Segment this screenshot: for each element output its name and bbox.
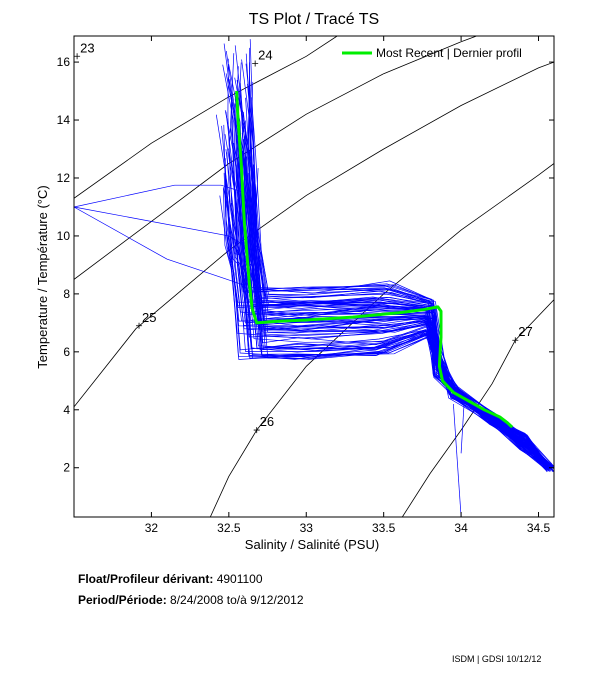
isopycnal-label-25: 25 [142, 310, 156, 325]
historical-profile [228, 79, 553, 466]
historical-profile [225, 50, 547, 470]
period-label: Period/Période: [78, 593, 167, 607]
historical-profile [236, 80, 548, 468]
isopycnal-label-27: 27 [518, 324, 532, 339]
historical-profile [225, 149, 553, 466]
plot-frame [73, 35, 555, 518]
historical-profile [234, 45, 550, 470]
historical-profile [234, 77, 552, 467]
historical-profile-outlier [74, 184, 245, 208]
historical-profile [249, 76, 551, 467]
isopycnal-marker-25 [136, 322, 143, 329]
historical-profile [241, 59, 553, 468]
float-info: Float/Profileur dérivant: 4901100 [78, 572, 263, 586]
x-tick-label: 33.5 [372, 521, 396, 535]
y-tick-label: 4 [63, 403, 70, 417]
isopycnal-label-24: 24 [258, 48, 272, 63]
isopycnal-label-26: 26 [260, 414, 274, 429]
historical-profile [235, 90, 553, 471]
historical-profile [223, 43, 552, 470]
historical-profile [237, 130, 551, 472]
historical-profile [228, 64, 547, 471]
historical-profile [241, 132, 549, 467]
historical-profile [249, 39, 547, 467]
isopycnal-25 [74, 61, 554, 408]
historical-profile [225, 172, 548, 468]
historical-profiles [74, 39, 554, 517]
most-recent-profile [235, 91, 514, 429]
x-tick-label: 33 [300, 521, 314, 535]
historical-profile [245, 97, 552, 469]
historical-profile [248, 62, 551, 469]
period-info: Period/Période: 8/24/2008 to/à 9/12/2012 [78, 593, 304, 607]
historical-profile-outlier [460, 401, 465, 454]
y-tick-label: 16 [57, 55, 71, 69]
historical-profile [251, 97, 551, 470]
isopycnal-marker-27 [512, 337, 519, 344]
y-axis-label: Temperature / Température (°C) [35, 185, 50, 368]
y-tick-label: 10 [57, 229, 71, 243]
historical-profile [227, 58, 552, 465]
footer-credit: ISDM | GDSI 10/12/12 [452, 654, 542, 664]
historical-profile-outlier [74, 206, 245, 286]
x-tick-label: 32 [145, 521, 159, 535]
y-tick-label: 12 [57, 171, 71, 185]
isopycnal-23 [74, 36, 338, 199]
legend: Most Recent | Dernier profil [342, 46, 522, 60]
y-tick-label: 8 [63, 287, 70, 301]
plot-area: 23 24 25 26 27 [74, 36, 554, 517]
historical-profile [245, 63, 550, 472]
historical-profile [247, 90, 547, 469]
y-tick-label: 6 [63, 345, 70, 359]
historical-profile [237, 62, 554, 467]
historical-profile [245, 53, 549, 466]
isopycnal-26 [209, 163, 554, 517]
isopycnal-label-23: 23 [80, 40, 94, 55]
historical-profile [247, 83, 550, 468]
legend-label: Most Recent | Dernier profil [376, 46, 522, 60]
historical-profile [224, 171, 549, 469]
period-start: 8/24/2008 [170, 593, 224, 607]
x-tick-label: 34.5 [527, 521, 551, 535]
isopycnal-marker-24 [252, 60, 259, 67]
historical-profile-outlier [74, 206, 253, 251]
y-tick-label: 2 [63, 461, 70, 475]
historical-profile-outlier [453, 403, 462, 517]
historical-profile [234, 98, 552, 464]
historical-profile [223, 172, 548, 469]
y-tick-label: 14 [57, 113, 71, 127]
x-axis-label: Salinity / Salinité (PSU) [245, 537, 379, 552]
historical-profile [239, 86, 554, 471]
historical-profile [247, 98, 549, 470]
historical-profile [239, 82, 548, 471]
historical-profile [231, 102, 553, 471]
isopycnal-marker-23 [74, 53, 81, 60]
float-label: Float/Profileur dérivant: [78, 572, 214, 586]
chart-title: TS Plot / Tracé TS [249, 11, 379, 28]
historical-profile [230, 53, 554, 467]
x-tick-label: 34 [454, 521, 468, 535]
isopycnal-marker-26 [253, 427, 260, 434]
historical-profile [236, 66, 552, 467]
historical-profile [249, 82, 547, 468]
historical-profile [224, 158, 554, 473]
period-end: 9/12/2012 [250, 593, 304, 607]
historical-profile [248, 47, 553, 468]
x-tick-label: 32.5 [217, 521, 241, 535]
float-id: 4901100 [216, 572, 263, 586]
period-sep: to/à [226, 593, 247, 607]
historical-profile [222, 64, 551, 468]
